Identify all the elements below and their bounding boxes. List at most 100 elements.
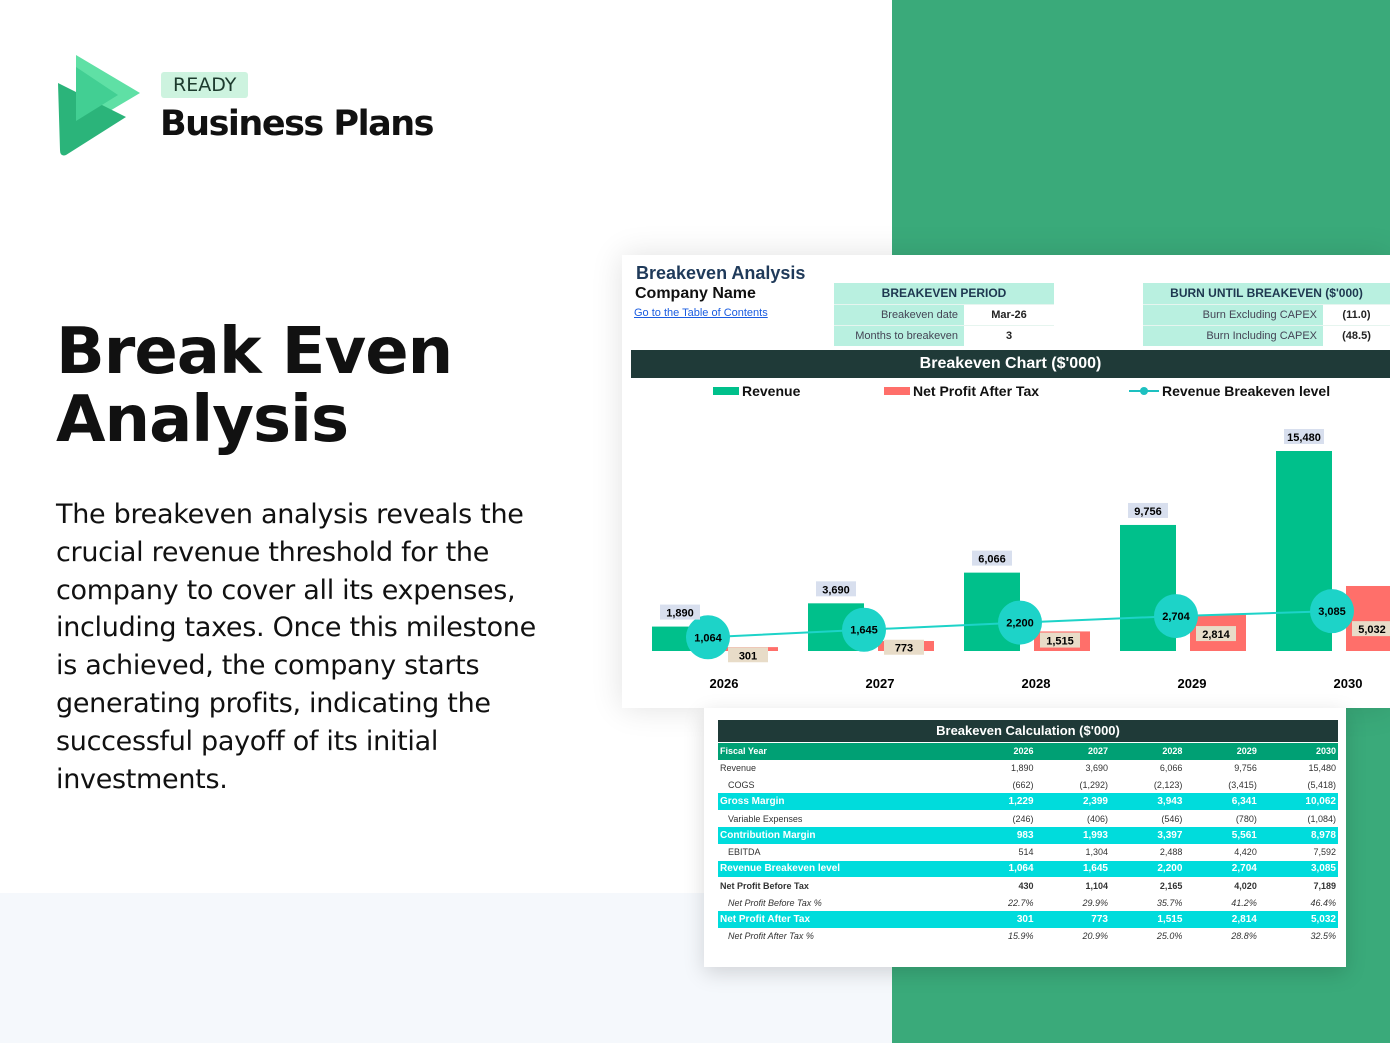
revenue-data-label: 15,480 (1287, 432, 1321, 444)
table-cell: 773 (1035, 910, 1110, 928)
profit-data-label: 2,814 (1202, 629, 1230, 641)
x-tick-label: 2027 (866, 676, 895, 691)
legend-line-marker (1129, 387, 1159, 395)
header-cell: 2027 (1035, 743, 1110, 760)
brand-name: Business Plans (160, 104, 434, 144)
table-header: Fiscal Year 2026 2027 2028 2029 2030 (718, 743, 1338, 760)
table-cell: 1,515 (1109, 910, 1185, 928)
legend-swatch (884, 387, 910, 395)
breakeven-marker (842, 607, 886, 652)
table-cell: Net Profit Before Tax (720, 880, 809, 891)
burn-row: Burn Including CAPEX (48.5) (1143, 325, 1390, 346)
header-cell: Fiscal Year (718, 743, 968, 760)
breakeven-sheet: Breakeven Analysis Company Name Go to th… (622, 255, 1390, 708)
period-label: Breakeven date (834, 305, 964, 325)
table-cell: 1,064 (968, 860, 1036, 878)
table-cell: 7,592 (1313, 847, 1336, 858)
profit-data-label-bg (1196, 626, 1236, 642)
legend-label: Revenue Breakeven level (1162, 383, 1331, 399)
profit-data-label-bg (884, 639, 924, 655)
burn-value: (11.0) (1342, 309, 1371, 321)
table-row: COGS (662) (1,292) (2,123) (3,415) (5,418) (718, 777, 1338, 794)
company-name: Company Name (635, 285, 756, 302)
toc-link[interactable]: Go to the Table of Contents (634, 307, 768, 319)
table-cell: Net Profit Before Tax % (728, 897, 822, 908)
table-cell: 10,062 (1258, 793, 1338, 811)
table-row: EBITDA 514 1,304 2,488 4,420 7,592 (718, 844, 1338, 861)
description: The breakeven analysis reveals the cruci… (56, 499, 536, 795)
table-cell: 2,165 (1159, 880, 1183, 891)
chart-title: Breakeven Chart ($'000) (631, 350, 1390, 378)
table-cell: 28.8% (1231, 931, 1257, 942)
table-cell: 2,200 (1109, 860, 1185, 878)
table-cell: 5,032 (1258, 910, 1338, 928)
period-value: 3 (1005, 330, 1013, 342)
legend-swatch (713, 387, 739, 395)
breakeven-period-box: BREAKEVEN PERIOD Breakeven date Mar-26 Mo… (834, 283, 1054, 346)
table-cell: 46.4% (1310, 897, 1336, 908)
table-cell: (546) (1161, 813, 1183, 824)
x-tick-label: 2026 (710, 676, 739, 691)
table-cell: (2,123) (1153, 779, 1183, 790)
table-cell: 7,189 (1313, 880, 1336, 891)
table-cell: 983 (968, 826, 1036, 844)
profit-data-label: 773 (895, 643, 913, 655)
breakeven-data-label: 2,200 (1006, 618, 1034, 630)
table-cell: 514 (1018, 847, 1034, 858)
table-cell: 22.7% (1008, 897, 1034, 908)
table-cell: (3,415) (1228, 779, 1257, 790)
sheet-title: Breakeven Analysis (636, 263, 806, 283)
header-cell: 2030 (1258, 743, 1338, 760)
x-tick-label: 2030 (1334, 676, 1363, 691)
table-cell: 4,020 (1234, 880, 1257, 891)
table-cell: 29.9% (1082, 897, 1108, 908)
table-cell: 1,993 (1035, 826, 1110, 844)
table-cell: 3,085 (1258, 860, 1338, 878)
period-row: Breakeven date Mar-26 (834, 304, 1054, 325)
table-cell: 2,399 (1035, 793, 1110, 811)
breakeven-data-label: 2,704 (1162, 611, 1190, 623)
table-cell: 1,229 (968, 793, 1036, 811)
profit-bar (1346, 585, 1390, 651)
breakeven-marker (1310, 589, 1354, 634)
table-row: Net Profit After Tax 301 773 1,515 2,814 5,03… (718, 910, 1338, 928)
header-cell: 2028 (1109, 743, 1185, 760)
revenue-data-label: 3,690 (822, 584, 850, 596)
table-cell: EBITDA (728, 847, 761, 858)
burn-label: Burn Including CAPEX (1143, 326, 1323, 346)
table-cell: 15,480 (1308, 763, 1336, 774)
table-cell: Net Profit After Tax (718, 910, 968, 928)
profit-data-label-bg (1040, 632, 1080, 648)
table-cell: 2,488 (1159, 847, 1183, 858)
breakeven-marker (998, 600, 1042, 645)
legend-label: Net Profit After Tax (913, 383, 1040, 399)
revenue-data-label: 9,756 (1134, 506, 1162, 518)
table-row: Gross Margin 1,229 2,399 3,943 6,341 10,062 (718, 793, 1338, 811)
table-row: Net Profit Before Tax 430 1,104 2,165 4,020 7… (718, 877, 1338, 894)
table-cell: (5,418) (1307, 779, 1336, 790)
table-cell: 35.7% (1156, 897, 1183, 908)
table-row: Contribution Margin 983 1,993 3,397 5,561 8,9… (718, 826, 1338, 844)
table-cell: 430 (1018, 880, 1034, 891)
table-cell: 2,814 (1184, 910, 1259, 928)
table-cell: (662) (1012, 779, 1034, 790)
breakeven-data-label: 1,645 (850, 625, 878, 637)
table-cell: (780) (1235, 813, 1257, 824)
header-cell: 2026 (968, 743, 1036, 760)
profit-data-label: 301 (739, 650, 757, 662)
revenue-data-label-bg (660, 604, 700, 620)
period-label: Months to breakeven (834, 326, 964, 346)
x-tick-label: 2029 (1178, 676, 1207, 691)
table-row: Revenue 1,890 3,690 6,066 9,756 15,480 (718, 760, 1338, 777)
table-cell: (1,084) (1307, 813, 1336, 824)
table-cell: Net Profit After Tax % (728, 931, 814, 942)
calculation-table: Fiscal Year 2026 2027 2028 2029 2030 Revenue 1,… (718, 743, 1338, 945)
table-cell: 1,304 (1085, 847, 1108, 858)
table-cell: Contribution Margin (718, 826, 968, 844)
breakeven-chart: 2026 2027 2028 2029 2030 1,890 301 1,064 3,690 77… (652, 429, 1390, 691)
table-cell: 1,890 (1011, 763, 1034, 774)
title-line-1: Break Even (56, 315, 453, 389)
table-cell: COGS (728, 779, 755, 790)
revenue-data-label-bg (1284, 429, 1324, 444)
revenue-data-label-bg (1128, 502, 1168, 518)
